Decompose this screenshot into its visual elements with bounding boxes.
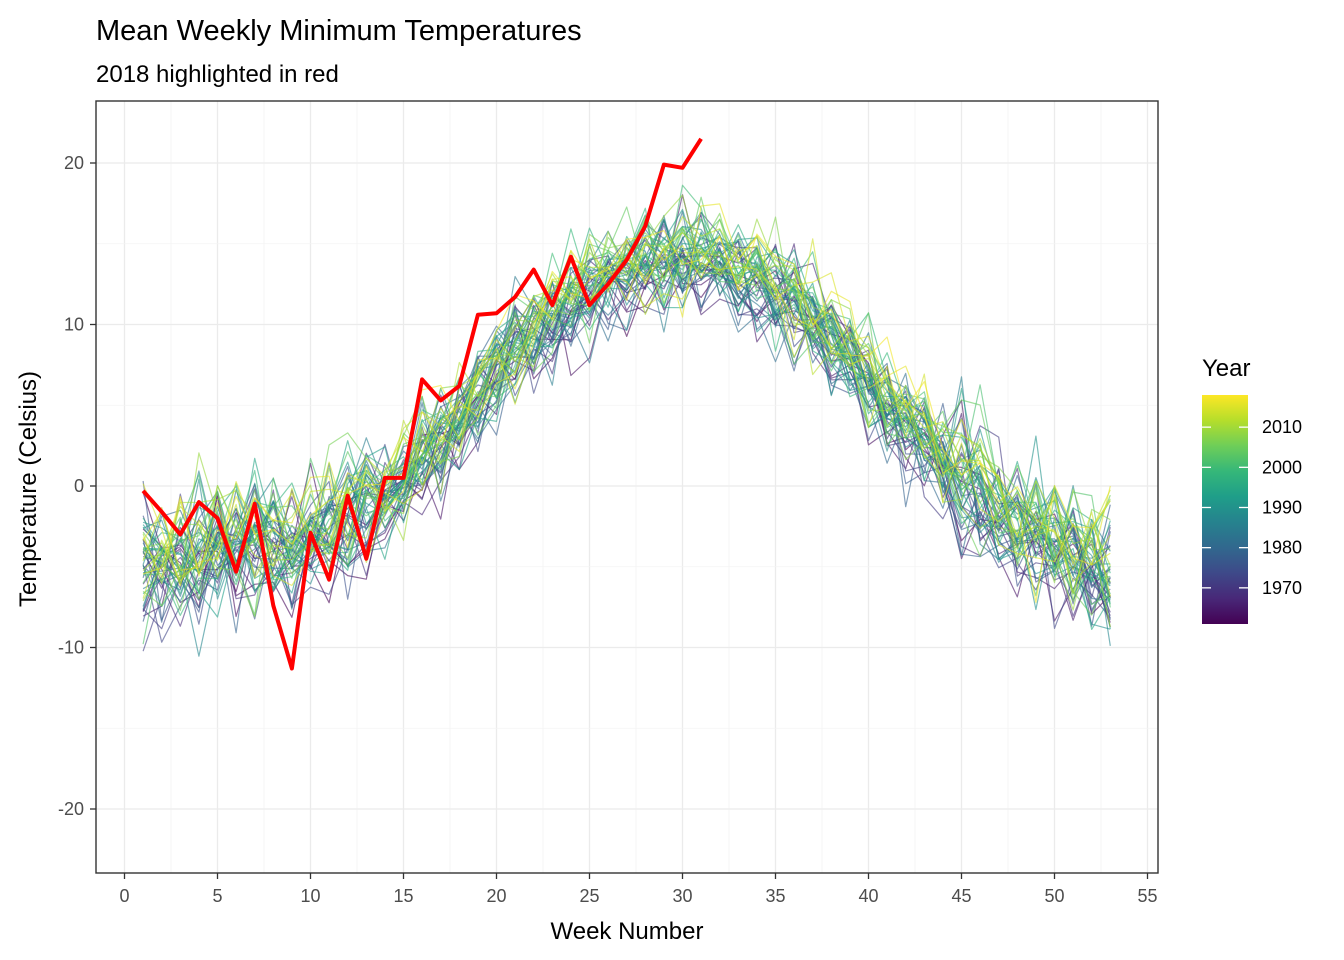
y-tick-label: -20 — [58, 799, 84, 819]
highlight-series — [141, 137, 703, 671]
colorbar — [1202, 395, 1248, 624]
x-axis-title: Week Number — [551, 918, 704, 945]
x-tick-label: 10 — [300, 886, 320, 906]
series-line-2016 — [142, 203, 1111, 571]
series-line-2008 — [142, 252, 1111, 584]
series-line-1981 — [142, 228, 1111, 601]
series-line-2014 — [142, 238, 1111, 597]
y-tick-label: 10 — [64, 315, 84, 335]
x-tick-label: 20 — [486, 886, 506, 906]
x-tick-label: 0 — [119, 886, 129, 906]
series-line-1995 — [143, 234, 1111, 631]
legend: Year 1970 1980 1990 2000 2010 — [1202, 355, 1302, 624]
x-tick-label: 30 — [672, 886, 692, 906]
colorbar-label: 1980 — [1262, 538, 1302, 558]
y-axis-title: Temperature (Celsius) — [15, 371, 42, 607]
y-axis-ticks: -20 -10 0 10 20 — [58, 153, 96, 819]
x-tick-label: 15 — [393, 886, 413, 906]
yearly-series — [142, 184, 1111, 657]
series-line-2010 — [142, 244, 1111, 628]
plot-frame — [95, 100, 1159, 874]
x-tick-label: 5 — [212, 886, 222, 906]
colorbar-label: 2010 — [1262, 417, 1302, 437]
colorbar-label: 1970 — [1262, 578, 1302, 598]
series-line-2009 — [142, 194, 1111, 611]
legend-title: Year — [1202, 355, 1251, 382]
series-line-2000 — [142, 184, 1111, 592]
x-tick-label: 35 — [765, 886, 785, 906]
colorbar-label: 1990 — [1262, 497, 1302, 517]
chart-subtitle: 2018 highlighted in red — [96, 61, 339, 88]
colorbar-label: 2000 — [1262, 457, 1302, 477]
series-line-2017 — [142, 230, 1111, 604]
chart-title: Mean Weekly Minimum Temperatures — [96, 15, 582, 47]
y-tick-label: -10 — [58, 638, 84, 658]
y-tick-label: 20 — [64, 153, 84, 173]
series-line-2004 — [142, 196, 1111, 576]
panel-border — [95, 100, 1159, 874]
series-line-1989 — [142, 211, 1111, 630]
x-tick-label: 50 — [1044, 886, 1064, 906]
series-line-2011 — [142, 245, 1111, 578]
y-tick-label: 0 — [74, 476, 84, 496]
series-line-1963 — [142, 251, 1111, 623]
x-tick-label: 25 — [579, 886, 599, 906]
x-tick-label: 40 — [858, 886, 878, 906]
x-tick-label: 55 — [1137, 886, 1157, 906]
x-tick-label: 45 — [951, 886, 971, 906]
x-axis-ticks: 0 5 10 15 20 25 30 35 40 45 50 55 — [119, 873, 1158, 906]
series-line-2018 — [141, 137, 703, 671]
